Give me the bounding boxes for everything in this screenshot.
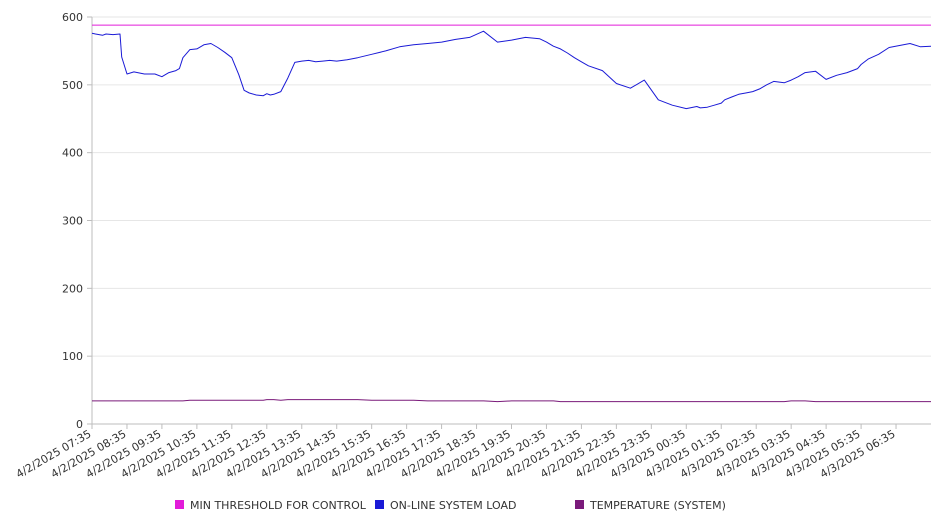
legend-label: TEMPERATURE (SYSTEM) — [589, 499, 726, 512]
y-tick-label: 400 — [62, 147, 83, 160]
legend-label: MIN THRESHOLD FOR CONTROL — [190, 499, 367, 512]
y-tick-label: 300 — [62, 215, 83, 228]
legend-item[interactable]: MIN THRESHOLD FOR CONTROL — [175, 499, 367, 512]
series-lines — [91, 24, 932, 403]
legend[interactable]: MIN THRESHOLD FOR CONTROL ON-LINE SYSTEM … — [175, 499, 726, 512]
x-axis-ticks: 4/2/2025 07:354/2/2025 08:354/2/2025 09:… — [14, 424, 898, 481]
y-tick-label: 600 — [62, 11, 83, 24]
legend-label: ON-LINE SYSTEM LOAD — [390, 499, 516, 512]
y-tick-label: 500 — [62, 79, 83, 92]
y-tick-label: 100 — [62, 350, 83, 363]
legend-item[interactable]: TEMPERATURE (SYSTEM) — [575, 499, 726, 512]
y-axis-ticks: 0 100 200 300 400 500 600 — [62, 11, 92, 431]
series-line-temperature — [92, 399, 931, 403]
gridlines — [92, 16, 931, 357]
y-tick-label: 0 — [76, 418, 83, 431]
legend-swatch — [575, 500, 584, 509]
y-tick-label: 200 — [62, 282, 83, 295]
legend-swatch — [375, 500, 384, 509]
series-line-online-system-load — [91, 30, 932, 110]
legend-item[interactable]: ON-LINE SYSTEM LOAD — [375, 499, 516, 512]
legend-swatch — [175, 500, 184, 509]
